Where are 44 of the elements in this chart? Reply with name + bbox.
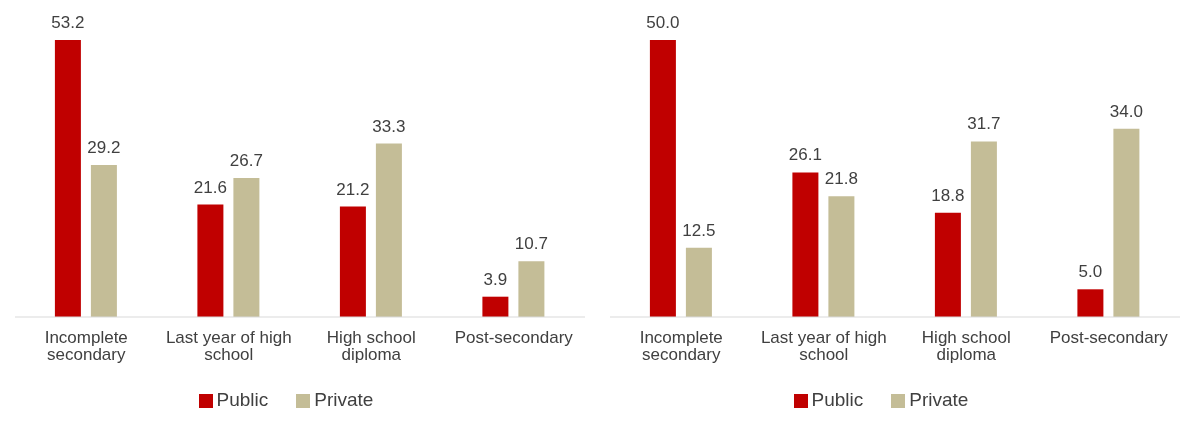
x-tick-label: High school diploma	[326, 328, 416, 365]
bar	[90, 164, 117, 317]
bar	[233, 177, 260, 317]
bar	[54, 40, 81, 317]
data-label: 26.1	[788, 145, 822, 165]
data-label: 5.0	[1078, 262, 1103, 282]
data-label: 50.0	[646, 13, 680, 32]
data-label: 21.2	[336, 179, 370, 199]
data-label: 21.6	[193, 177, 227, 197]
x-tick-label: Incomplete secondary	[44, 328, 128, 365]
x-tick-label: Post-secondary	[1049, 328, 1169, 348]
bar	[934, 212, 961, 317]
bar	[375, 143, 402, 317]
data-label: 21.8	[824, 169, 858, 189]
data-label: 29.2	[87, 137, 121, 157]
bar	[685, 247, 712, 317]
bar	[970, 141, 997, 317]
legend-label: Private	[314, 389, 374, 410]
x-tick-label: Last year of high school	[760, 328, 887, 365]
data-label: 26.7	[229, 150, 263, 170]
bar	[649, 40, 676, 317]
x-tick-label: Last year of high school	[165, 328, 292, 365]
data-label: 3.9	[483, 269, 508, 289]
bar	[1077, 289, 1104, 317]
bar	[828, 196, 855, 317]
bar	[518, 261, 545, 317]
data-label: 33.3	[372, 116, 406, 136]
bar	[482, 296, 509, 317]
data-label: 10.7	[514, 234, 548, 254]
legend-label: Private	[909, 389, 969, 410]
data-label: 12.5	[682, 220, 716, 240]
bar	[197, 204, 224, 317]
data-label: 34.0	[1109, 101, 1143, 121]
x-tick-label: High school diploma	[921, 328, 1011, 365]
data-label: 18.8	[931, 185, 965, 205]
x-tick-label: Post-secondary	[454, 328, 574, 348]
data-label: 31.7	[967, 114, 1001, 134]
bar	[792, 172, 819, 317]
data-label: 53.2	[51, 13, 85, 32]
x-tick-label: Incomplete secondary	[639, 328, 723, 365]
bar	[339, 206, 366, 317]
legend-label: Public	[216, 389, 269, 410]
bar	[1113, 128, 1140, 317]
legend-label: Public	[811, 389, 864, 410]
